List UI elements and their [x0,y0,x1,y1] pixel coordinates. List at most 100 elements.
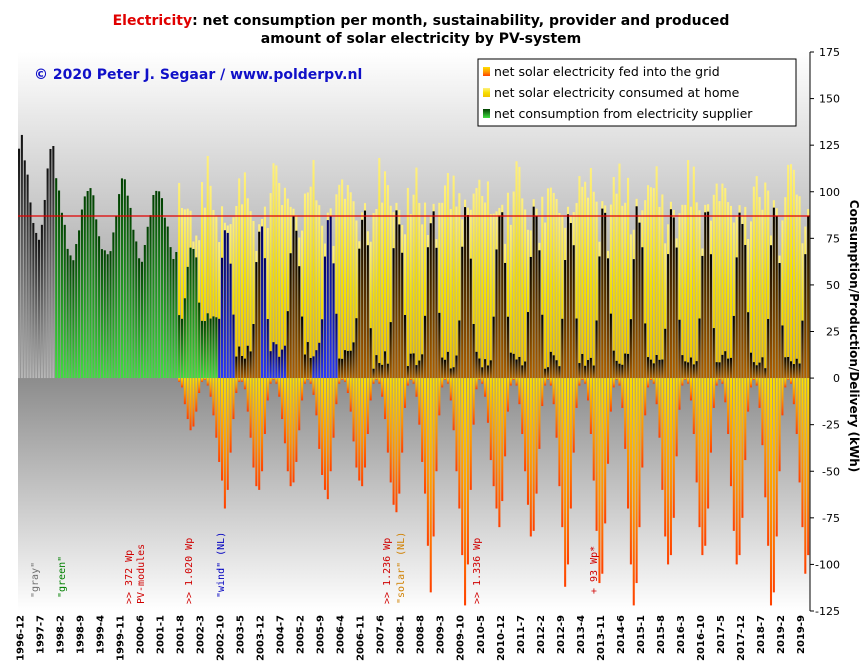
bar-solar-home [206,155,209,379]
bar-solar-fed [306,378,309,380]
bar-consumption [232,314,235,379]
bar-solar-home [180,208,184,379]
bar-solar-fed [180,378,184,388]
bar-solar-fed [609,378,612,412]
bar-solar-fed [223,378,226,509]
bar-solar-fed [352,378,355,442]
bar-consumption [692,364,695,379]
bar-consumption [23,160,26,379]
bar-consumption [604,212,607,379]
bar-solar-fed [178,378,181,382]
x-tick-label: 2006-11 [356,615,367,661]
bar-solar-home [338,184,341,379]
bar-solar-fed [246,378,249,412]
x-tick-label: 2019-9 [796,615,807,654]
bar-solar-fed [589,378,592,434]
bar-consumption [40,224,43,379]
bar-solar-home [266,227,269,379]
bar-consumption [355,318,358,379]
bar-consumption [80,209,83,379]
bar-consumption [532,206,535,379]
bar-solar-home [215,216,218,379]
bar-solar-home [249,211,252,379]
bar-solar-fed [649,378,652,380]
bar-solar-fed [183,378,186,405]
bar-solar-fed [629,378,632,565]
bar-consumption [432,211,435,379]
bar-solar-fed [798,378,801,483]
bar-solar-fed [801,378,804,528]
bar-solar-fed [575,378,578,408]
bar-consumption [192,248,195,379]
bar-solar-fed [449,378,452,401]
x-tick-label: 2008-1 [396,615,407,654]
y-tick-label: -25 [822,419,840,432]
bar-solar-fed [595,378,598,531]
bar-consumption [146,226,149,379]
bar-consumption [564,260,567,379]
chart-annotation: "solar" (NL) [396,532,407,604]
bar-solar-home [275,165,278,379]
bar-consumption [735,257,738,379]
bar-solar-fed [403,378,407,408]
bar-solar-fed [498,378,501,528]
bar-solar-fed [555,378,558,438]
bar-solar-fed [578,378,581,386]
bar-solar-home [798,196,801,379]
y-tick-label: -75 [822,512,840,525]
bar-solar-fed [321,378,324,475]
bar-solar-home [312,159,315,379]
bar-solar-fed [372,378,375,384]
chart-annotation: "gray" [30,562,41,598]
bar-consumption [569,223,572,379]
bar-solar-home [729,205,733,379]
bar-solar-fed [286,378,289,472]
y-tick-label: 150 [819,93,840,106]
bar-solar-fed [343,378,347,382]
bar-consumption [595,320,598,379]
bar-consumption [475,351,478,379]
bar-consumption [375,355,378,379]
bar-consumption [69,255,72,379]
x-tick-label: 2006-4 [336,615,347,654]
bar-solar-fed [689,378,692,401]
bar-solar-fed [712,378,715,408]
bar-consumption [112,232,115,379]
bar-consumption [655,355,658,379]
bar-consumption [444,359,447,379]
bar-solar-fed [203,378,206,380]
bar-solar-home [732,222,735,379]
x-tick-label: 1999-11 [116,615,127,661]
bar-solar-fed [758,378,761,408]
bar-consumption [401,252,404,379]
bar-consumption [747,312,750,379]
bar-consumption [644,323,647,379]
bar-solar-fed [446,378,449,384]
bar-solar-home [621,205,624,379]
bar-consumption [478,358,481,379]
bar-solar-home [524,209,527,379]
bar-solar-home [715,183,718,379]
bar-consumption [729,357,733,379]
bar-consumption [55,178,58,379]
bar-solar-fed [226,378,229,490]
bar-consumption [363,210,367,379]
bar-consumption [218,318,221,379]
bar-solar-fed [438,378,441,416]
x-tick-label: 2016-10 [696,615,707,661]
bar-consumption [798,363,801,379]
x-tick-label: 1997-7 [35,615,46,654]
bar-solar-fed [292,378,295,483]
chart-annotation: + 93 Wp* [589,546,600,594]
bar-consumption [421,354,424,379]
bar-solar-home [343,198,347,379]
bar-consumption [175,252,178,379]
x-tick-label: 2015-1 [636,615,647,654]
bar-solar-home [781,220,784,379]
bar-consumption [20,134,23,379]
bar-consumption [180,318,184,379]
bar-solar-fed [464,378,467,606]
bar-solar-fed [418,378,421,425]
bar-consumption [661,359,664,379]
bar-solar-fed [606,378,610,464]
